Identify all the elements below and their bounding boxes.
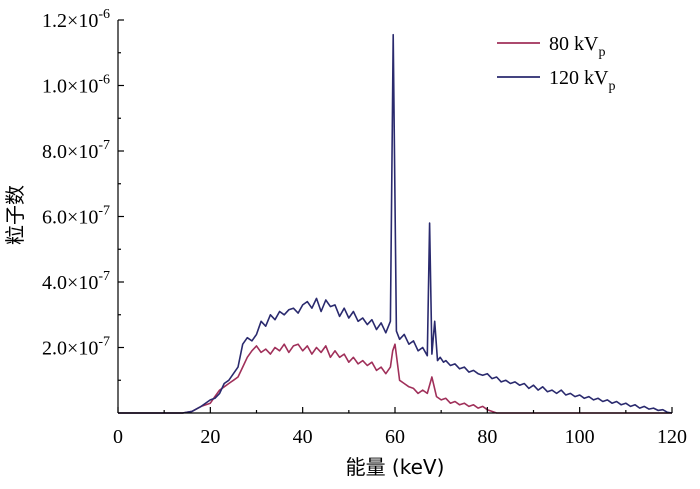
plot-area: 0 20 40 60 80 100 120 2.0×10-7 4.0×10-7 6.0×10-7 8…: [42, 7, 687, 448]
x-tick-label: 100: [565, 426, 595, 448]
axes-layer: 0 20 40 60 80 100 120 2.0×10-7 4.0×10-7 6.0×10-7 8…: [42, 7, 687, 448]
y-tick-label: 2.0×10-7: [42, 335, 110, 360]
legend: 80 kVp 120 kVp: [497, 33, 615, 94]
x-tick-label: 20: [200, 426, 220, 448]
y-tick-label: 4.0×10-7: [42, 269, 110, 294]
legend-label-1: 80 kVp: [549, 33, 605, 60]
y-axis-title: 粒子数: [3, 185, 27, 245]
legend-label-2: 120 kVp: [549, 67, 615, 94]
x-tick-label: 40: [293, 426, 313, 448]
series-layer: [118, 33, 673, 414]
series-line-1: [118, 343, 672, 414]
y-tick-label: 6.0×10-7: [42, 204, 110, 229]
x-tick-label: 80: [477, 426, 497, 448]
y-tick-label: 1.2×10-6: [42, 7, 110, 32]
series-line-2: [118, 33, 673, 414]
x-axis-title: 能量 (keV): [346, 455, 445, 479]
y-tick-label: 8.0×10-7: [42, 138, 110, 163]
y-tick-label: 1.0×10-6: [42, 73, 110, 98]
x-tick-label: 0: [113, 426, 123, 448]
x-tick-label: 60: [385, 426, 405, 448]
x-tick-label: 120: [657, 426, 687, 448]
